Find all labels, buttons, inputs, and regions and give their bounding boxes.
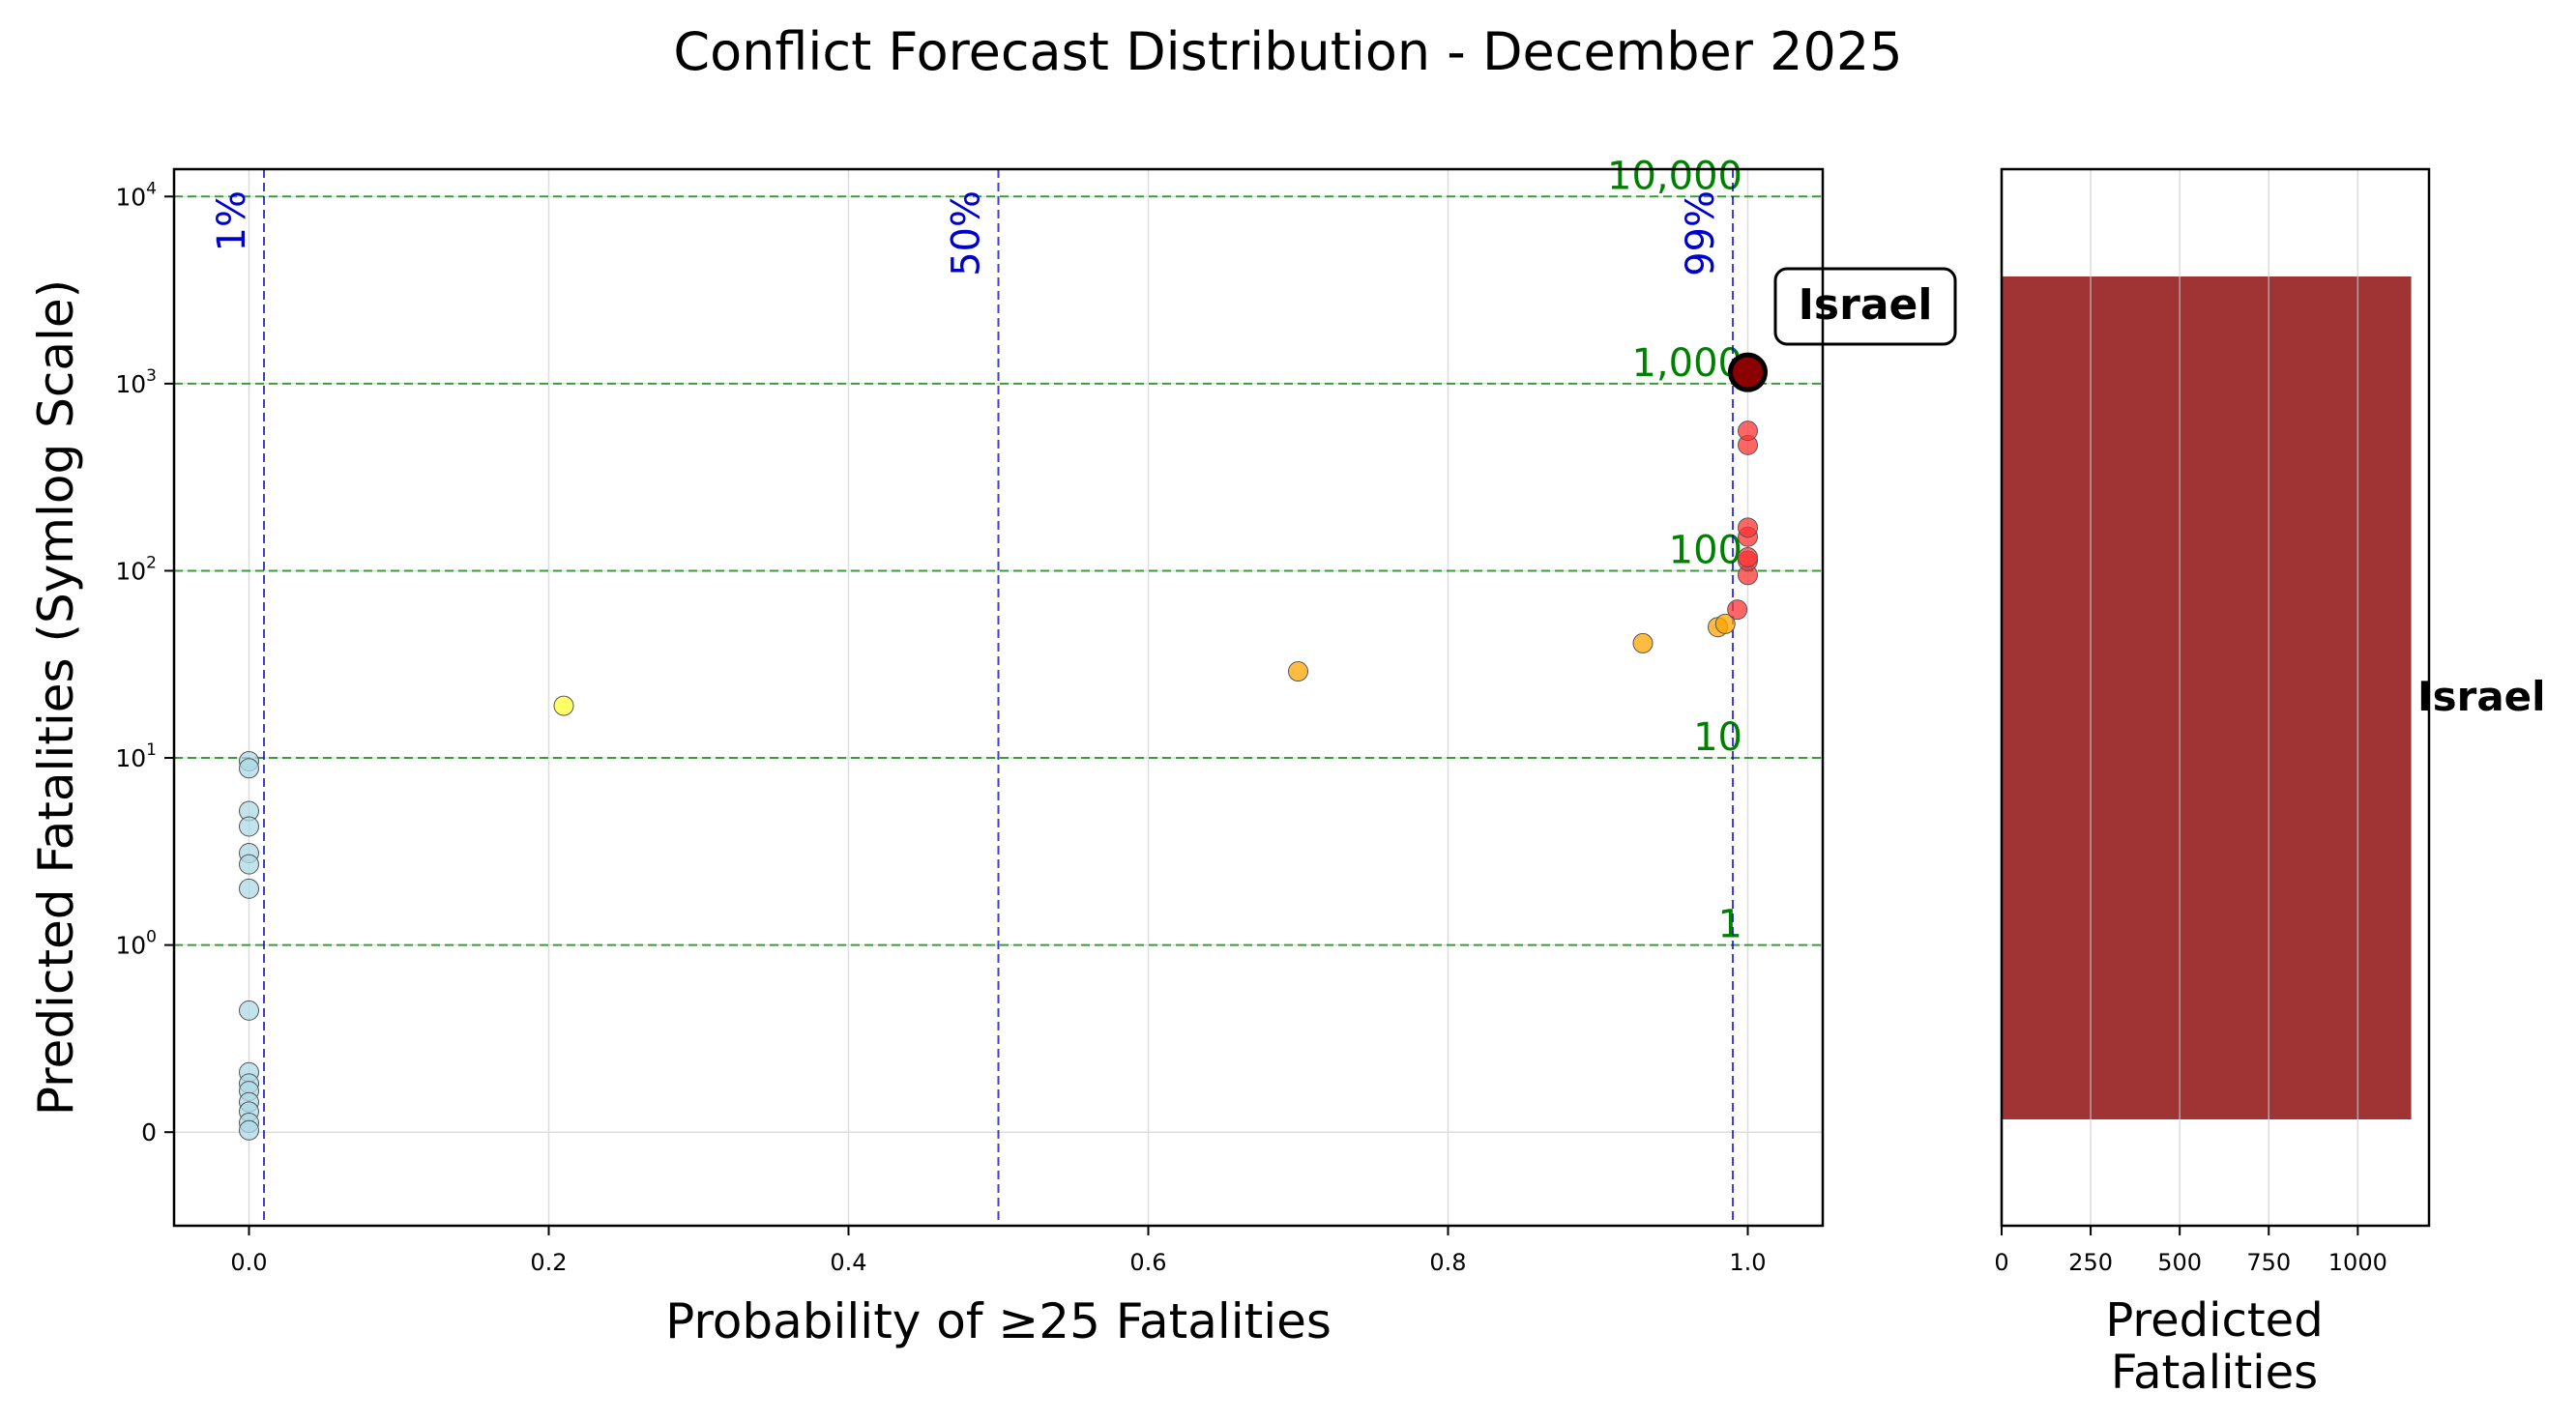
data-point [1727, 599, 1748, 621]
data-point [1288, 661, 1308, 682]
x-tick-label: 0.6 [1129, 1249, 1166, 1276]
y-tick-label: 101 [115, 740, 157, 772]
probability-label: 1% [210, 190, 254, 251]
bar-x-tick-label: 1000 [2328, 1249, 2387, 1276]
bar [2002, 276, 2412, 1119]
y-axis-label: Predicted Fatalities (Symlog Scale) [28, 279, 84, 1116]
data-point [239, 758, 259, 779]
threshold-label: 10,000 [1607, 154, 1742, 198]
highlight-label-box [1773, 267, 1957, 346]
bar-x-axis-label: Predicted [2105, 1293, 2323, 1348]
scatter-axes-frame [172, 167, 1825, 1228]
y-tick-label: 102 [115, 553, 157, 585]
x-tick-label: 1.0 [1729, 1249, 1766, 1276]
bar-x-tick-label: 500 [2157, 1249, 2202, 1276]
bar-x-axis-label: Fatalities [2111, 1346, 2318, 1400]
data-point [1714, 613, 1736, 634]
data-point [239, 1000, 259, 1021]
highlight-point [1728, 352, 1768, 392]
bar-category-label: Israel [2417, 673, 2546, 720]
data-point [553, 695, 574, 716]
bar-x-tick-label: 750 [2246, 1249, 2291, 1276]
y-tick-label: 0 [141, 1118, 157, 1146]
data-point [239, 816, 259, 837]
data-point [239, 878, 259, 899]
bar-axes-frame [2000, 167, 2431, 1228]
x-tick-label: 0.0 [230, 1249, 267, 1276]
y-tick-label: 103 [115, 366, 157, 398]
data-point [1738, 547, 1758, 568]
highlight-label: Israel [1799, 280, 1933, 330]
x-axis-label: Probability of ≥25 Fatalities [665, 1293, 1332, 1349]
threshold-label: 1,000 [1631, 341, 1742, 386]
data-point [239, 1119, 259, 1141]
probability-label: 50% [945, 190, 989, 276]
y-tick-label: 104 [115, 179, 157, 211]
y-tick-label: 100 [115, 928, 157, 960]
data-point [1738, 420, 1758, 442]
threshold-label: 10 [1693, 715, 1742, 760]
x-tick-label: 0.2 [530, 1249, 567, 1276]
x-tick-label: 0.8 [1429, 1249, 1466, 1276]
data-point [1632, 632, 1654, 653]
data-point [1738, 517, 1758, 538]
scatter-plot: 1 10 100 1,000 10,000 1% 50% 99% Israel 0.0 0.2 0.4… [28, 154, 1957, 1349]
threshold-label: 100 [1669, 528, 1742, 572]
chart-title: Conflict Forecast Distribution - Decembe… [673, 21, 1902, 82]
bar-x-tick-label: 0 [1994, 1249, 2008, 1276]
x-tick-label: 0.4 [830, 1249, 866, 1276]
probability-label: 99% [1679, 190, 1723, 276]
data-point [239, 854, 259, 875]
bar-x-tick-label: 250 [2068, 1249, 2113, 1276]
threshold-label: 1 [1718, 903, 1742, 947]
